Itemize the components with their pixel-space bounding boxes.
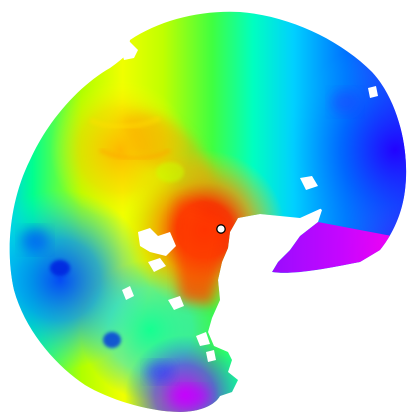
mask-holes bbox=[120, 40, 378, 362]
probe-marker[interactable] bbox=[216, 224, 226, 234]
